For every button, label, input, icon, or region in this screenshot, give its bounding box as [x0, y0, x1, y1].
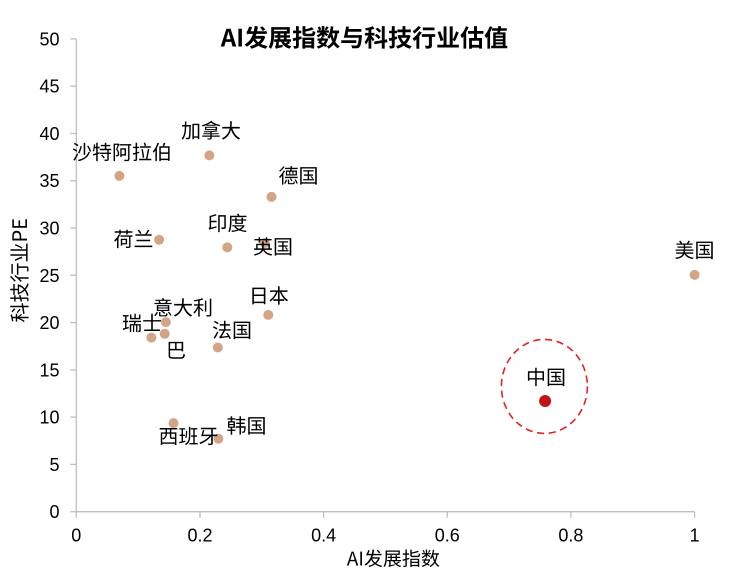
svg-text:20: 20 [39, 313, 59, 333]
svg-text:50: 50 [39, 29, 59, 49]
svg-text:0: 0 [49, 502, 59, 522]
svg-text:0.6: 0.6 [435, 526, 460, 546]
svg-text:10: 10 [39, 408, 59, 428]
svg-text:0.2: 0.2 [187, 526, 212, 546]
svg-text:0.4: 0.4 [311, 526, 336, 546]
svg-text:25: 25 [39, 266, 59, 286]
svg-text:0: 0 [71, 526, 81, 546]
svg-text:0.8: 0.8 [558, 526, 583, 546]
svg-text:15: 15 [39, 360, 59, 380]
svg-text:30: 30 [39, 219, 59, 239]
svg-text:1: 1 [690, 526, 700, 546]
svg-text:35: 35 [39, 171, 59, 191]
svg-text:40: 40 [39, 124, 59, 144]
svg-text:45: 45 [39, 77, 59, 97]
svg-text:5: 5 [49, 455, 59, 475]
